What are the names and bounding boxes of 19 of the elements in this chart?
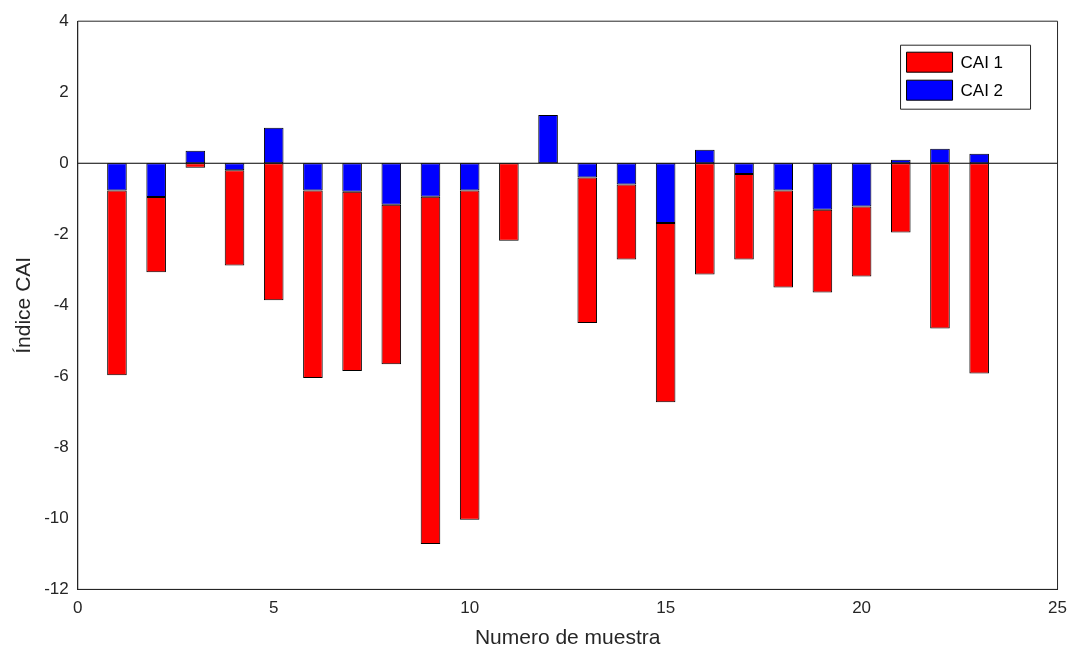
y-tick-label: -10 bbox=[44, 508, 69, 528]
y-tick-label: -2 bbox=[53, 223, 69, 243]
y-tick-label: -12 bbox=[44, 579, 69, 599]
y-tick-label: 0 bbox=[59, 152, 69, 172]
x-tick-label: 5 bbox=[268, 598, 279, 618]
y-tick-label: 2 bbox=[59, 81, 69, 101]
x-tick-label: 20 bbox=[852, 598, 872, 618]
legend-label: CAI 1 bbox=[960, 52, 1004, 72]
legend-label: CAI 2 bbox=[960, 80, 1004, 100]
x-tick-label: 0 bbox=[73, 598, 83, 618]
y-tick-label: 4 bbox=[59, 10, 69, 30]
x-tick-label: 10 bbox=[460, 598, 480, 618]
y-axis-title: Índice CAI bbox=[11, 256, 35, 354]
x-tick-label: 25 bbox=[1048, 598, 1068, 618]
x-tick-label: 15 bbox=[656, 598, 676, 618]
y-tick-label: -4 bbox=[53, 294, 69, 314]
y-tick-label: -8 bbox=[53, 437, 69, 457]
y-tick-label: -6 bbox=[53, 366, 69, 386]
x-axis-title: Numero de muestra bbox=[474, 625, 661, 649]
